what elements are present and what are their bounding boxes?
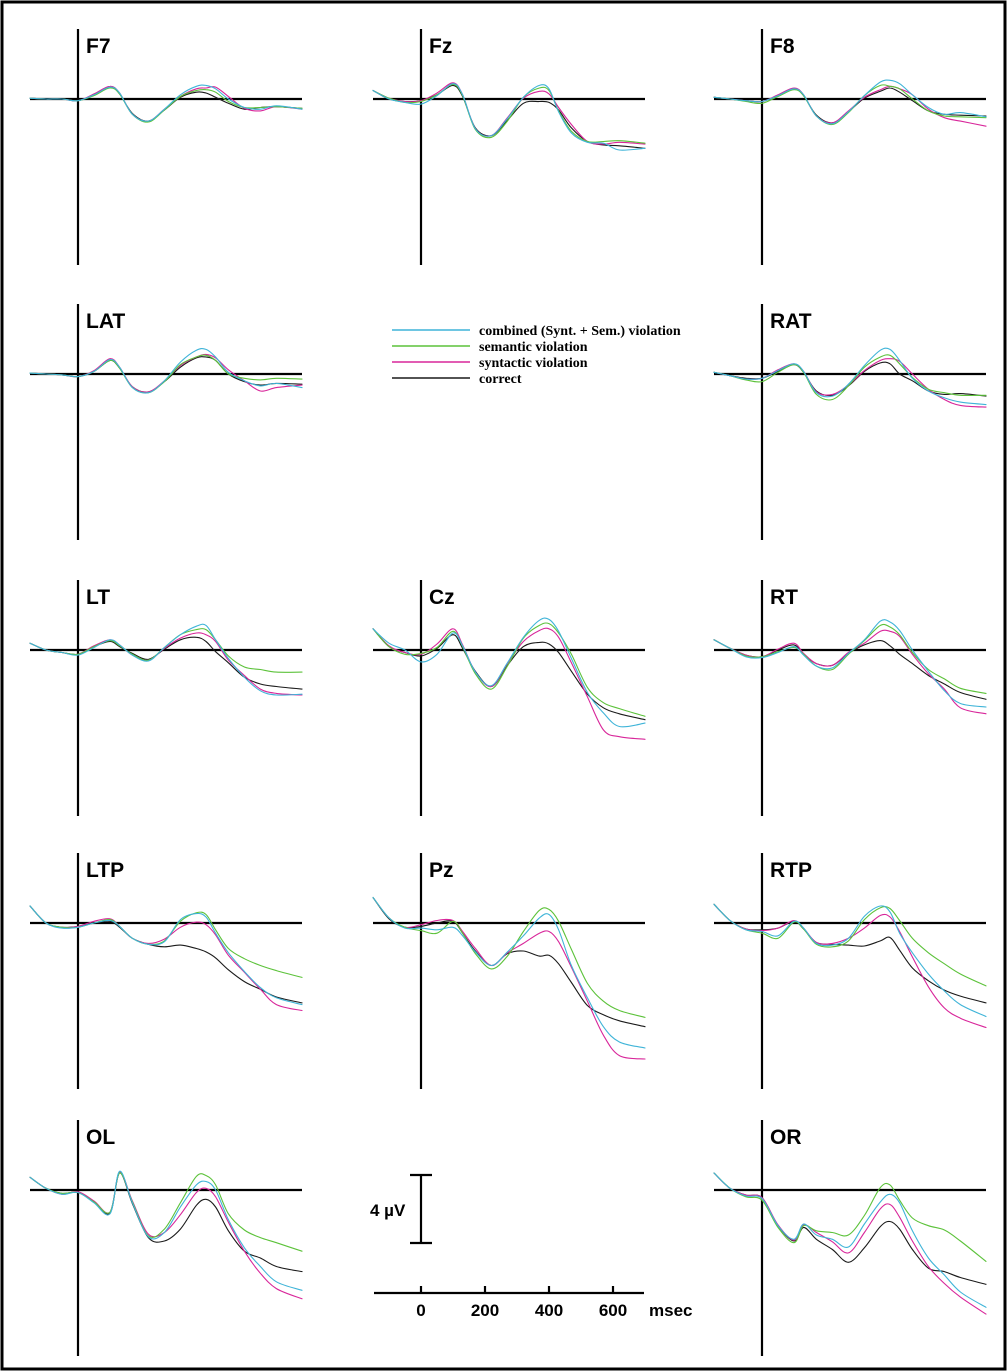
electrode-label-f7: F7 — [86, 35, 111, 58]
amplitude-scale-label: 4 µV — [370, 1201, 406, 1220]
panel-ltp: LTP — [29, 853, 303, 1089]
electrode-label-ol: OL — [86, 1126, 115, 1149]
legend: combined (Synt. + Sem.) violation semant… — [392, 324, 681, 387]
waveform-fz-semantic — [372, 83, 646, 144]
panel-lat: LAT — [29, 304, 303, 540]
panel-lt: LT — [29, 580, 303, 816]
electrode-label-cz: Cz — [429, 586, 455, 609]
panel-pz: Pz — [372, 853, 646, 1089]
time-ticks: 0 200 400 600 — [416, 1286, 627, 1320]
waveform-lt-correct — [29, 636, 303, 690]
electrode-label-rtp: RTP — [770, 859, 812, 882]
panel-cz: Cz — [372, 580, 646, 816]
panel-rt: RT — [713, 580, 987, 816]
electrode-label-lt: LT — [86, 586, 110, 609]
waveform-fz-combined — [372, 83, 646, 151]
electrode-label-f8: F8 — [770, 35, 795, 58]
panel-f8: F8 — [713, 29, 987, 265]
waveform-f7-semantic — [29, 87, 303, 123]
waveform-cz-correct — [372, 628, 646, 721]
electrode-panels: F7 Fz F8 LAT RAT LT Cz RT LTP Pz RTP OL OR — [29, 29, 987, 1356]
waveform-rt-combined — [713, 619, 987, 708]
electrode-label-or: OR — [770, 1126, 802, 1149]
waveform-rt-semantic — [713, 623, 987, 694]
panel-fz: Fz — [372, 29, 646, 265]
waveform-cz-semantic — [372, 622, 646, 717]
electrode-label-rat: RAT — [770, 310, 812, 333]
waveform-rtp-correct — [713, 903, 987, 1004]
waveform-ltp-syntactic — [29, 905, 303, 1012]
legend-label-semantic: semantic violation — [479, 340, 588, 355]
time-tick-label-0: 0 — [416, 1301, 425, 1320]
waveform-f7-combined — [29, 84, 303, 122]
waveform-lat-combined — [29, 348, 303, 394]
waveform-pz-combined — [372, 896, 646, 1049]
panel-f7: F7 — [29, 29, 303, 265]
waveform-ltp-semantic — [29, 905, 303, 978]
electrode-label-lat: LAT — [86, 310, 125, 333]
waveform-or-combined — [713, 1172, 987, 1308]
waveform-or-syntactic — [713, 1172, 987, 1315]
waveform-rat-semantic — [713, 354, 987, 401]
waveform-fz-syntactic — [372, 82, 646, 145]
waveform-lt-syntactic — [29, 632, 303, 696]
panel-ol: OL — [29, 1120, 303, 1356]
waveform-pz-syntactic — [372, 896, 646, 1060]
waveform-ltp-combined — [29, 905, 303, 1006]
waveform-cz-syntactic — [372, 627, 646, 740]
waveform-f8-combined — [713, 79, 987, 125]
waveform-ol-semantic — [29, 1172, 303, 1252]
time-unit-label: msec — [649, 1301, 692, 1320]
waveform-ol-combined — [29, 1170, 303, 1291]
electrode-label-ltp: LTP — [86, 859, 124, 882]
scale-bar: 4 µV 0 200 400 600 msec — [370, 1173, 692, 1320]
electrode-label-rt: RT — [770, 586, 798, 609]
waveform-cz-combined — [372, 617, 646, 728]
panel-rtp: RTP — [713, 853, 987, 1089]
waveform-rtp-combined — [713, 903, 987, 1018]
time-tick-label-200: 200 — [471, 1301, 499, 1320]
time-tick-label-400: 400 — [535, 1301, 563, 1320]
waveform-f8-semantic — [713, 84, 987, 126]
waveform-f8-syntactic — [713, 85, 987, 127]
waveform-or-semantic — [713, 1172, 987, 1262]
waveform-f7-correct — [29, 86, 303, 122]
panel-rat: RAT — [713, 304, 987, 540]
waveform-ol-correct — [29, 1172, 303, 1273]
legend-label-combined: combined (Synt. + Sem.) violation — [479, 324, 681, 339]
waveform-rat-combined — [713, 347, 987, 406]
time-tick-label-600: 600 — [599, 1301, 627, 1320]
electrode-label-pz: Pz — [429, 859, 454, 882]
waveform-rt-syntactic — [713, 629, 987, 715]
waveform-rtp-semantic — [713, 903, 987, 987]
legend-label-syntactic: syntactic violation — [479, 356, 588, 371]
waveform-f7-syntactic — [29, 85, 303, 122]
waveform-lt-combined — [29, 623, 303, 696]
waveform-pz-correct — [372, 896, 646, 1028]
waveform-pz-semantic — [372, 896, 646, 1018]
electrode-label-fz: Fz — [429, 35, 452, 58]
legend-label-correct: correct — [479, 372, 522, 387]
panel-or: OR — [713, 1120, 987, 1356]
